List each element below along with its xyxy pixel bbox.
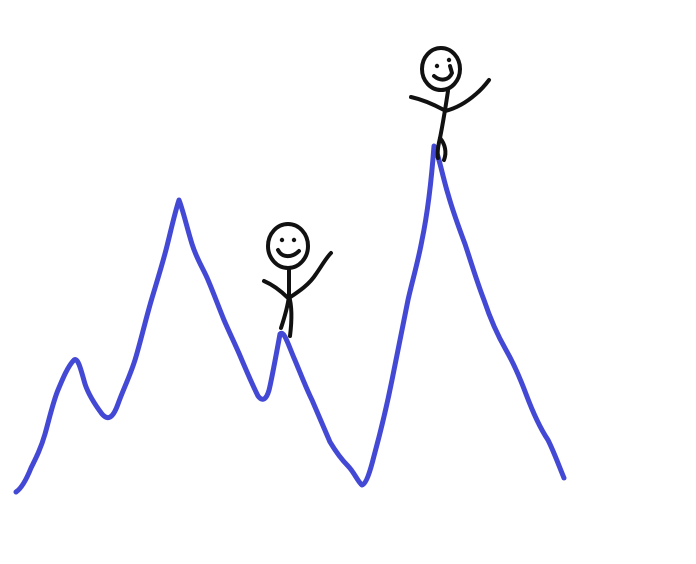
small-figure-arm-right: [287, 251, 333, 300]
small-figure-leg-right: [287, 294, 294, 338]
tall-figure-arm-left: [409, 95, 446, 112]
small-figure-eye-left: [279, 237, 285, 243]
tall-stick-figure: [409, 46, 491, 162]
tall-figure-smile: [432, 64, 454, 82]
small-stick-figure: [262, 222, 333, 338]
mountain-range-line: [13, 143, 567, 495]
small-figure-eye-right: [291, 237, 297, 243]
tall-figure-leg: [438, 136, 448, 162]
small-figure-arm-left: [262, 279, 290, 300]
tall-figure-eye-left: [434, 63, 440, 69]
small-figure-smile: [276, 248, 301, 259]
tall-figure-head: [420, 46, 462, 92]
tall-figure-eye-right: [446, 57, 452, 63]
small-figure-head: [266, 222, 310, 270]
tall-figure-arm-right: [443, 78, 491, 113]
